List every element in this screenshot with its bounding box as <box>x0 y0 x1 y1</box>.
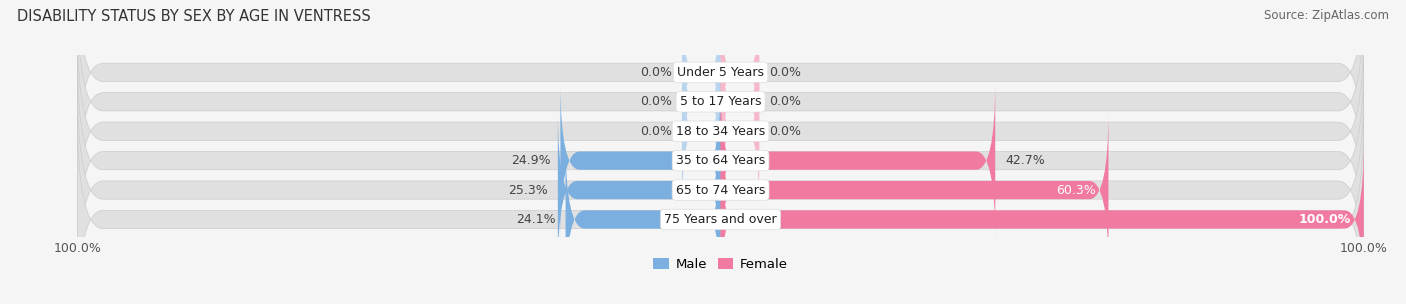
FancyBboxPatch shape <box>77 111 1364 304</box>
FancyBboxPatch shape <box>721 0 759 151</box>
Text: 0.0%: 0.0% <box>640 95 672 108</box>
Text: 42.7%: 42.7% <box>1005 154 1045 167</box>
FancyBboxPatch shape <box>721 81 995 240</box>
FancyBboxPatch shape <box>721 140 1364 299</box>
Text: 100.0%: 100.0% <box>1299 213 1351 226</box>
FancyBboxPatch shape <box>558 111 721 269</box>
Text: Source: ZipAtlas.com: Source: ZipAtlas.com <box>1264 9 1389 22</box>
Text: 25.3%: 25.3% <box>509 184 548 197</box>
FancyBboxPatch shape <box>721 23 759 181</box>
Text: 0.0%: 0.0% <box>640 66 672 79</box>
FancyBboxPatch shape <box>565 140 721 299</box>
Text: 75 Years and over: 75 Years and over <box>664 213 778 226</box>
Text: 35 to 64 Years: 35 to 64 Years <box>676 154 765 167</box>
FancyBboxPatch shape <box>77 52 1364 269</box>
Text: 0.0%: 0.0% <box>769 66 801 79</box>
FancyBboxPatch shape <box>561 81 721 240</box>
Text: 24.1%: 24.1% <box>516 213 555 226</box>
FancyBboxPatch shape <box>682 0 721 151</box>
FancyBboxPatch shape <box>721 52 759 210</box>
FancyBboxPatch shape <box>77 0 1364 181</box>
FancyBboxPatch shape <box>721 111 1108 269</box>
FancyBboxPatch shape <box>77 0 1364 210</box>
FancyBboxPatch shape <box>682 23 721 181</box>
Text: Under 5 Years: Under 5 Years <box>678 66 763 79</box>
Text: 5 to 17 Years: 5 to 17 Years <box>681 95 761 108</box>
Text: 0.0%: 0.0% <box>640 125 672 138</box>
Text: 18 to 34 Years: 18 to 34 Years <box>676 125 765 138</box>
Text: 24.9%: 24.9% <box>512 154 551 167</box>
Text: 0.0%: 0.0% <box>769 125 801 138</box>
Text: 60.3%: 60.3% <box>1056 184 1095 197</box>
Legend: Male, Female: Male, Female <box>654 257 787 271</box>
FancyBboxPatch shape <box>77 23 1364 240</box>
Text: 0.0%: 0.0% <box>769 95 801 108</box>
Text: 65 to 74 Years: 65 to 74 Years <box>676 184 765 197</box>
FancyBboxPatch shape <box>682 52 721 210</box>
Text: DISABILITY STATUS BY SEX BY AGE IN VENTRESS: DISABILITY STATUS BY SEX BY AGE IN VENTR… <box>17 9 371 24</box>
FancyBboxPatch shape <box>77 81 1364 299</box>
